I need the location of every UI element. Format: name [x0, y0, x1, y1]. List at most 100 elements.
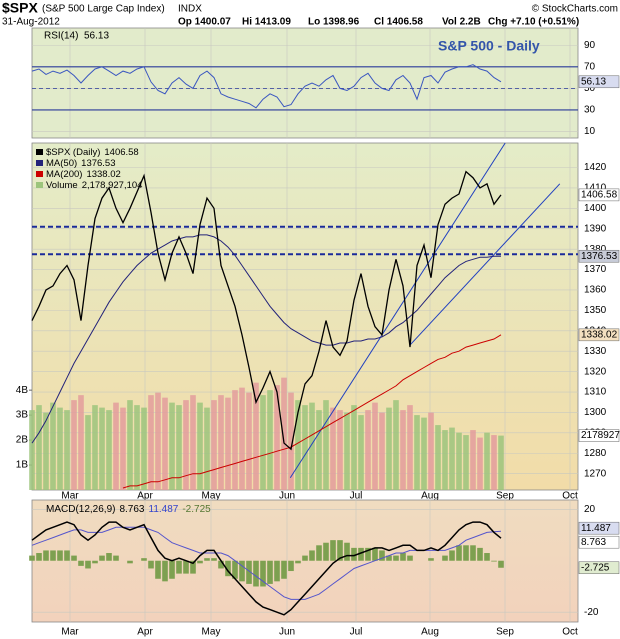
- y2-tick-label: 4B: [16, 385, 29, 396]
- x-tick-label: Jul: [350, 491, 363, 502]
- legend-value: 1338.02: [86, 169, 120, 180]
- volume-bar: [463, 435, 469, 490]
- y-tick-label: 1310: [584, 387, 607, 398]
- histogram-bar: [239, 560, 245, 582]
- histogram-bar: [379, 550, 385, 561]
- volume-bar: [491, 435, 497, 490]
- volume-bar: [302, 405, 308, 490]
- histogram-bar: [323, 542, 329, 561]
- histogram-bar: [442, 555, 448, 561]
- x-tick-label: Oct: [562, 627, 578, 638]
- histogram-bar: [288, 560, 294, 572]
- volume-bar: [288, 392, 294, 490]
- volume-bar: [316, 410, 322, 490]
- index-name: (S&P 500 Large Cap Index): [42, 4, 165, 15]
- volume-bar: [344, 412, 350, 490]
- last-macd-label-text: 8.763: [581, 537, 606, 548]
- histogram-bar: [155, 560, 161, 579]
- last-histogram-label-text: -2.725: [581, 562, 610, 573]
- volume-bar: [323, 400, 329, 490]
- volume-bar: [106, 410, 112, 490]
- volume: Vol 2.2B: [442, 17, 481, 28]
- volume-bar: [120, 407, 126, 490]
- volume-bar: [239, 387, 245, 490]
- volume-bar: [372, 402, 378, 490]
- y-tick-label: 1420: [584, 162, 607, 173]
- histogram-bar: [295, 560, 301, 564]
- symbol: $SPX: [2, 0, 38, 16]
- volume-bar: [232, 390, 238, 490]
- price-line: [31, 170, 502, 451]
- x-tick-label: May: [202, 627, 221, 638]
- histogram-bar: [449, 550, 455, 561]
- histogram-bar: [43, 550, 49, 561]
- histogram-bar: [113, 555, 119, 561]
- last-macd-label-box: [578, 535, 620, 549]
- volume-bar: [498, 435, 504, 490]
- histogram-bar: [456, 545, 462, 561]
- volume-bar: [99, 407, 105, 490]
- volume-bar: [435, 425, 441, 490]
- change: Chg +7.10 (+0.51%): [488, 17, 579, 28]
- y-tick-label: 1390: [584, 223, 607, 234]
- histogram-bar: [386, 555, 392, 561]
- histogram-bar: [99, 555, 105, 561]
- macd-line: [31, 521, 502, 616]
- trend-line: [289, 142, 506, 479]
- y-tick-label: -20: [584, 607, 599, 618]
- close: Cl 1406.58: [374, 17, 423, 28]
- histogram-bar: [330, 540, 336, 561]
- x-tick-label: Jul: [350, 627, 363, 638]
- histogram-bar: [470, 545, 476, 561]
- volume-bar: [218, 395, 224, 490]
- histogram-bar: [197, 560, 203, 564]
- histogram-bar: [260, 560, 266, 587]
- volume-bar: [260, 395, 266, 490]
- moving-average: [122, 334, 502, 489]
- volume-bar: [379, 412, 385, 490]
- histogram-bar: [428, 558, 434, 561]
- volume-bar: [204, 407, 210, 490]
- last-signal-label-text: 11.487: [581, 523, 611, 534]
- histogram-bar: [162, 560, 168, 582]
- histogram-bar: [316, 545, 322, 561]
- moving-average: [31, 234, 502, 444]
- legend-value: 56.13: [84, 31, 109, 42]
- histogram-bar: [127, 560, 133, 564]
- legend-value: -2.725: [182, 504, 211, 515]
- x-tick-label: Jun: [279, 491, 295, 502]
- histogram-bar: [211, 558, 217, 561]
- volume-bar: [134, 405, 140, 490]
- volume-bar: [197, 402, 203, 490]
- volume-bar: [169, 402, 175, 490]
- histogram-bar: [274, 560, 280, 582]
- volume-bar: [407, 405, 413, 490]
- x-tick-label: Aug: [421, 491, 439, 502]
- histogram-bar: [36, 553, 42, 561]
- volume-bar: [309, 402, 315, 490]
- histogram-bar: [106, 553, 112, 561]
- volume-bar: [113, 402, 119, 490]
- y-tick-label: 1380: [584, 244, 607, 255]
- watermark: © StockCharts.com: [532, 4, 618, 15]
- volume-bar: [281, 377, 287, 490]
- histogram-bar: [498, 560, 504, 568]
- legend-value: 1376.53: [81, 158, 115, 169]
- y-tick-label: 1280: [584, 448, 607, 459]
- last-macd-label: 8.763: [578, 535, 620, 549]
- histogram-bar: [183, 560, 189, 574]
- y-tick-label: 1410: [584, 183, 607, 194]
- y-tick-label: 1300: [584, 407, 607, 418]
- histogram-bar: [393, 555, 399, 561]
- last-signal-label-box: [578, 521, 620, 535]
- last-rsi-label: 56.13: [578, 75, 620, 89]
- legend-name: $SPX (Daily): [46, 147, 100, 158]
- volume-bar: [155, 392, 161, 490]
- histogram-bar: [463, 545, 469, 561]
- legend-name: MACD(12,26,9): [46, 504, 115, 515]
- volume-bar: [253, 382, 259, 490]
- low: Lo 1398.96: [308, 17, 360, 28]
- legend-value: 8.763: [119, 504, 144, 515]
- volume-bar: [190, 395, 196, 490]
- histogram-bar: [407, 555, 413, 561]
